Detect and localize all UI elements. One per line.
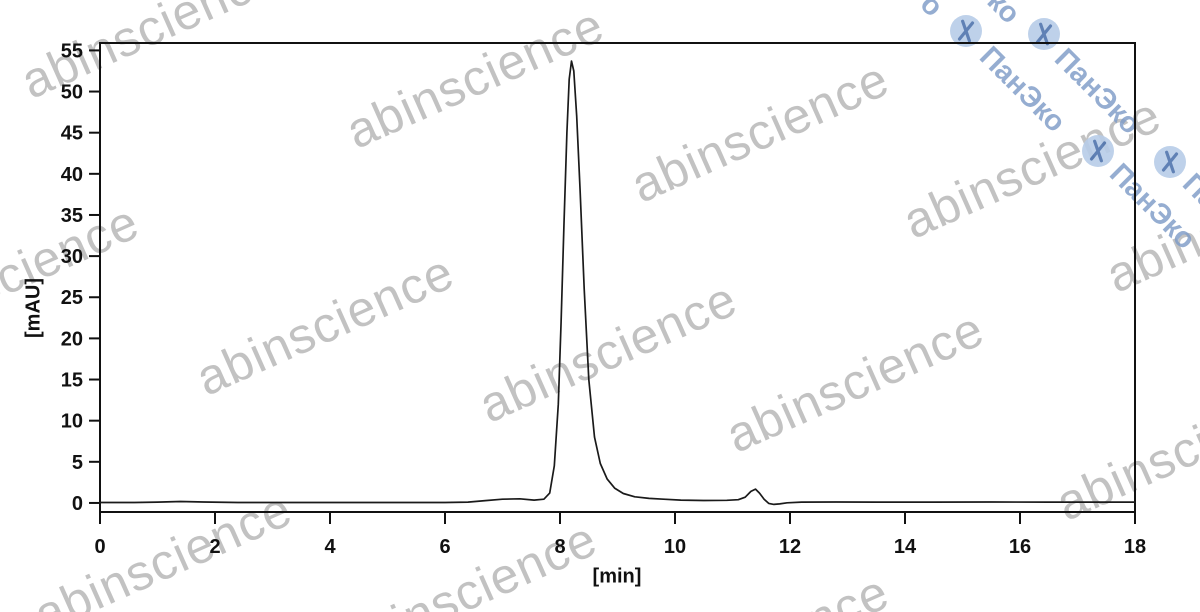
chromatogram-trace: [99, 60, 1136, 506]
x-tick-label: 16: [1009, 536, 1031, 558]
x-tick-label: 10: [664, 536, 686, 558]
x-tick-label: 18: [1124, 536, 1146, 558]
y-tick-label: 30: [61, 246, 83, 268]
x-tick-label: 14: [894, 536, 917, 558]
x-tick-label: 6: [439, 536, 450, 558]
y-tick-label: 40: [61, 164, 83, 186]
y-tick-label: 50: [61, 82, 83, 104]
chromosome-circle-icon: [1153, 145, 1187, 179]
y-tick-label: 55: [61, 40, 83, 62]
x-tick-label: 4: [324, 536, 336, 558]
x-axis-label: [min]: [592, 565, 642, 588]
x-tick-label: 12: [779, 536, 801, 558]
y-tick-label: 15: [61, 370, 83, 392]
plot-border: [99, 42, 1136, 513]
y-tick-label: 35: [61, 205, 83, 227]
y-axis-label: [mAU]: [22, 278, 45, 338]
y-tick-label: 0: [72, 493, 83, 515]
x-tick-label: 2: [209, 536, 220, 558]
y-tick-label: 25: [61, 287, 83, 309]
y-tick-label: 5: [72, 452, 83, 474]
y-tick-label: 10: [61, 411, 83, 433]
y-tick-label: 20: [61, 328, 83, 350]
chromosome-circle-icon: [949, 14, 983, 48]
x-tick-label: 8: [554, 536, 565, 558]
y-tick-label: 45: [61, 123, 83, 145]
x-tick-label: 0: [94, 536, 105, 558]
chromosome-circle-icon: [1081, 134, 1115, 168]
